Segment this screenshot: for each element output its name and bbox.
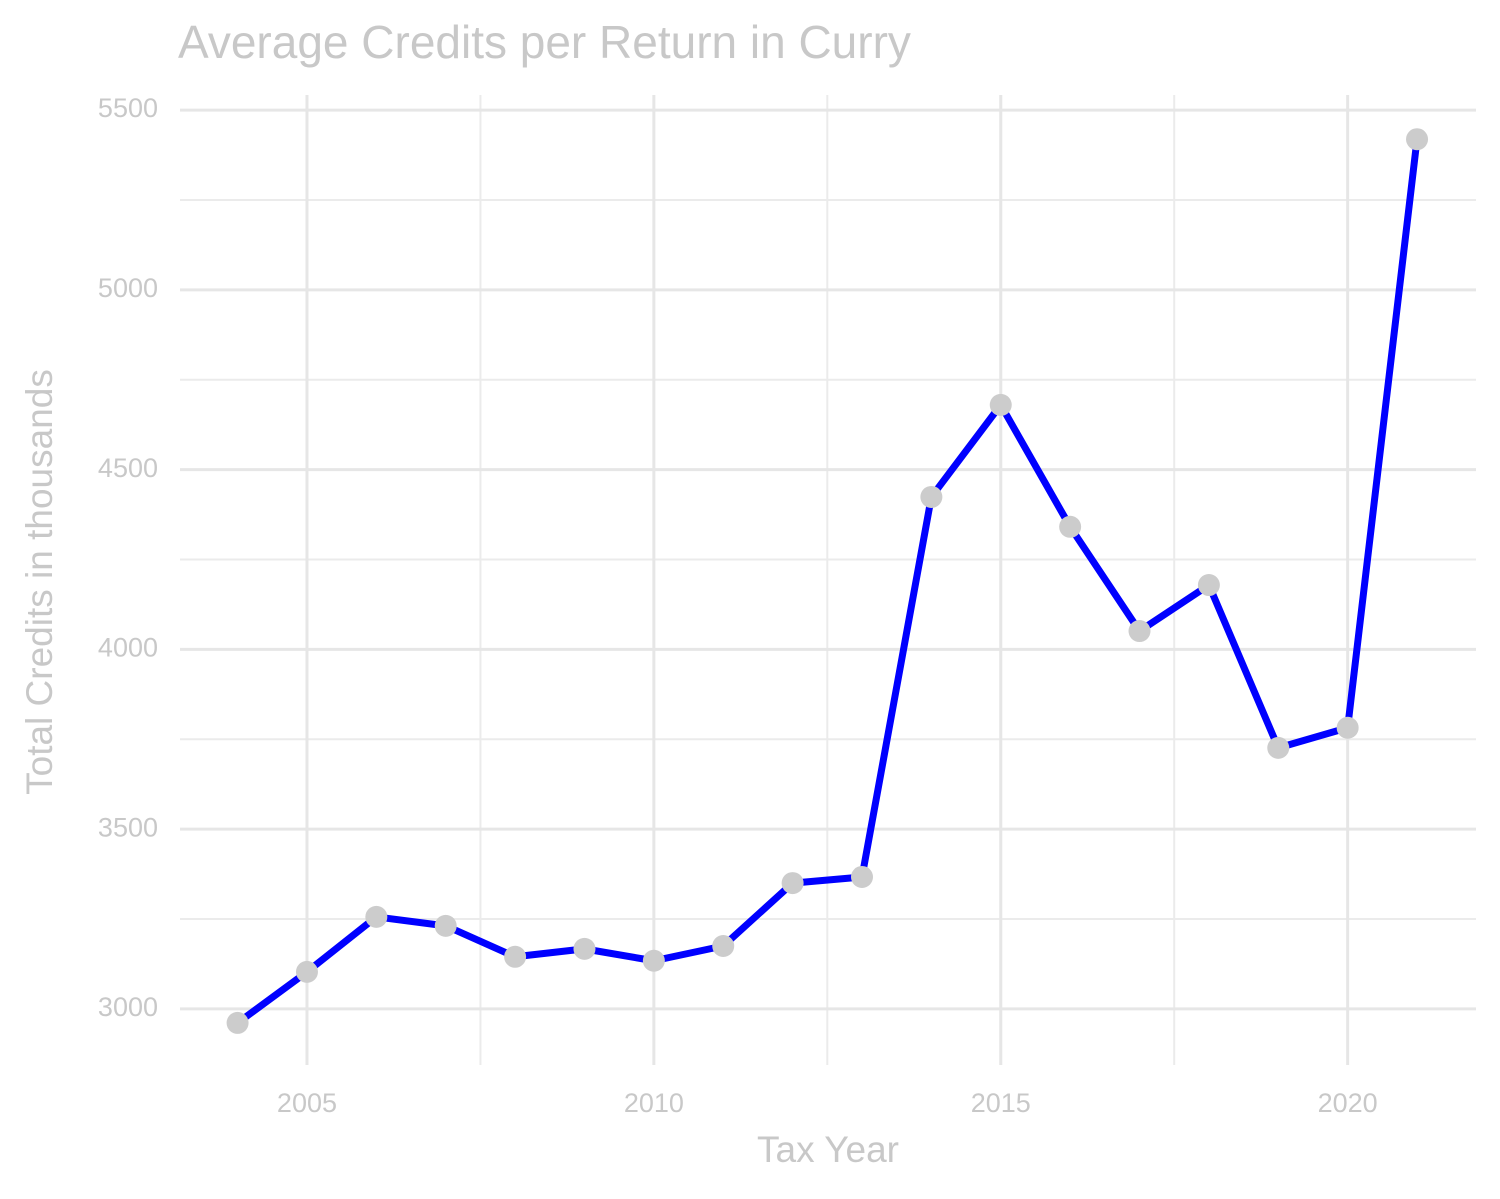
plot — [226, 128, 1429, 1034]
point — [434, 914, 457, 937]
x-tick-label: 2020 — [1318, 1088, 1378, 1118]
x-tick-label: 2015 — [971, 1088, 1031, 1118]
point — [365, 905, 388, 928]
y-tick-label: 5500 — [98, 93, 158, 123]
y-tick-label: 3500 — [98, 812, 158, 842]
point — [781, 872, 804, 895]
point — [920, 485, 943, 508]
y-tick-label: 5000 — [98, 273, 158, 303]
y-tick-label: 4500 — [98, 453, 158, 483]
point — [850, 865, 873, 888]
point — [1406, 128, 1429, 151]
point — [226, 1011, 249, 1034]
point — [295, 960, 318, 983]
point — [1197, 574, 1220, 597]
x-tick-label: 2010 — [624, 1088, 684, 1118]
x-tick-label: 2005 — [277, 1088, 337, 1118]
grid — [180, 95, 1476, 1065]
y-tick-label: 3000 — [98, 992, 158, 1022]
point — [712, 934, 735, 957]
x-axis-title: Tax Year — [757, 1129, 899, 1170]
point — [1336, 716, 1359, 739]
point — [1059, 515, 1082, 538]
y-axis-title: Total Credits in thousands — [19, 369, 60, 795]
chart-title: Average Credits per Return in Curry — [178, 16, 911, 68]
y-tick-label: 4000 — [98, 633, 158, 663]
point — [573, 937, 596, 960]
point — [989, 393, 1012, 416]
point — [1267, 736, 1290, 759]
point — [642, 949, 665, 972]
point — [504, 945, 527, 968]
line — [235, 138, 1421, 1026]
point — [1128, 620, 1151, 643]
